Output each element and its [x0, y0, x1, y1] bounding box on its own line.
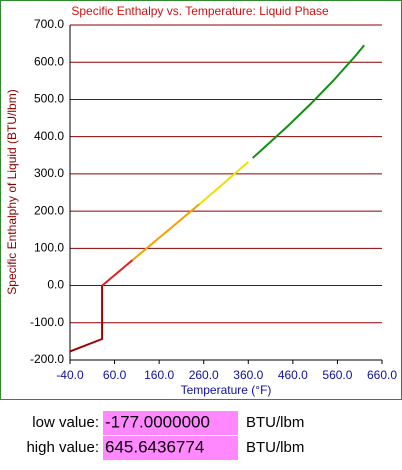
x-axis-label: Temperature (°F)	[181, 383, 272, 397]
readout-label: high value:	[26, 439, 99, 456]
data-line	[198, 161, 249, 205]
y-tick-label: -100.0	[30, 315, 64, 329]
x-tick-label: 160.0	[144, 368, 174, 382]
y-tick-label: 700.0	[34, 17, 64, 31]
x-tick-label: 460.0	[278, 368, 308, 382]
y-tick-label: -200.0	[30, 352, 64, 366]
data-line	[252, 44, 365, 159]
readout-unit: BTU/lbm	[246, 439, 304, 456]
data-line	[101, 259, 134, 287]
readout-value: 645.6436774	[105, 437, 204, 456]
y-tick-label: 600.0	[34, 54, 64, 68]
x-tick-label: -40.0	[56, 368, 84, 382]
readout-label: low value:	[32, 414, 99, 431]
x-tick-label: 60.0	[103, 368, 127, 382]
y-tick-label: 100.0	[34, 241, 64, 255]
chart-frame	[0, 0, 402, 400]
x-tick-label: 260.0	[189, 368, 219, 382]
y-tick-label: 300.0	[34, 166, 64, 180]
chart-title: Specific Enthalpy vs. Temperature: Liqui…	[71, 4, 329, 18]
y-tick-label: 500.0	[34, 92, 64, 106]
y-tick-label: 200.0	[34, 203, 64, 217]
x-tick-label: 660.0	[367, 368, 397, 382]
readouts: low value: -177.0000000 BTU/lbm high value:…	[26, 411, 304, 460]
y-tick-label: 400.0	[34, 129, 64, 143]
y-axis-label: Specific Enthalphy of Liquid (BTU/lbm)	[5, 89, 19, 294]
x-tick-label: 560.0	[322, 368, 352, 382]
readout-box	[103, 436, 238, 460]
readout-value: -177.0000000	[105, 412, 210, 431]
y-tick-label: 0.0	[47, 278, 64, 292]
readout-unit: BTU/lbm	[246, 414, 304, 431]
data-line	[69, 285, 104, 353]
x-tick-label: 360.0	[233, 368, 263, 382]
readout-box	[103, 411, 238, 435]
data-line	[131, 203, 200, 261]
